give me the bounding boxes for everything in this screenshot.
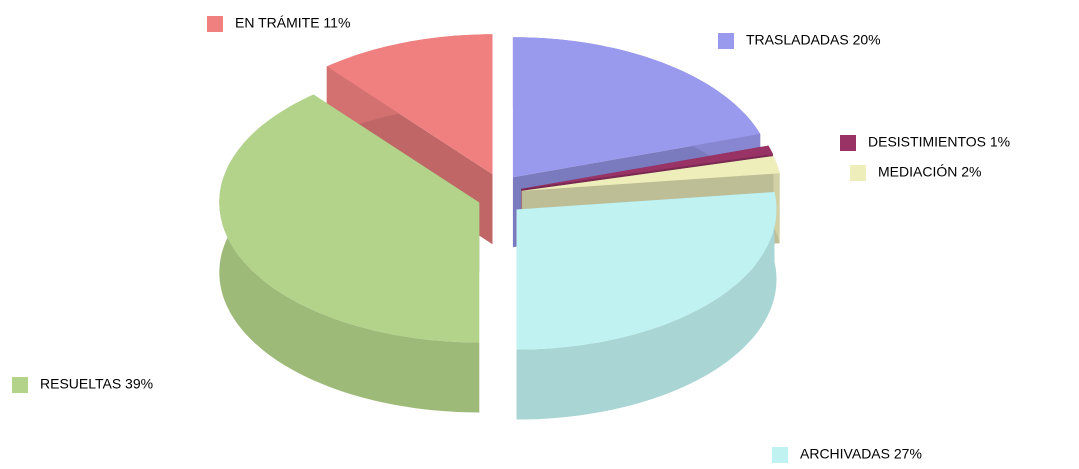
slice [516,192,777,350]
slice-wall [516,192,777,420]
legend-swatch [12,377,28,393]
slice [326,34,493,175]
legend-swatch [207,16,223,32]
slice [219,94,480,343]
slice-label: ARCHIVADAS 27% [800,446,922,462]
legend-swatch [840,135,856,151]
slice-label: DESISTIMIENTOS 1% [868,134,1010,150]
slice [521,145,773,189]
legend-swatch [772,447,788,463]
slice [521,156,780,191]
legend-swatch [718,33,734,49]
slice-label: TRASLADADAS 20% [746,32,881,48]
slice [512,37,761,178]
legend-swatch [850,165,866,181]
slice-label: MEDIACIÓN 2% [878,164,981,180]
slice-label: EN TRÁMITE 11% [235,15,350,31]
slice-label: RESUELTAS 39% [40,376,153,392]
